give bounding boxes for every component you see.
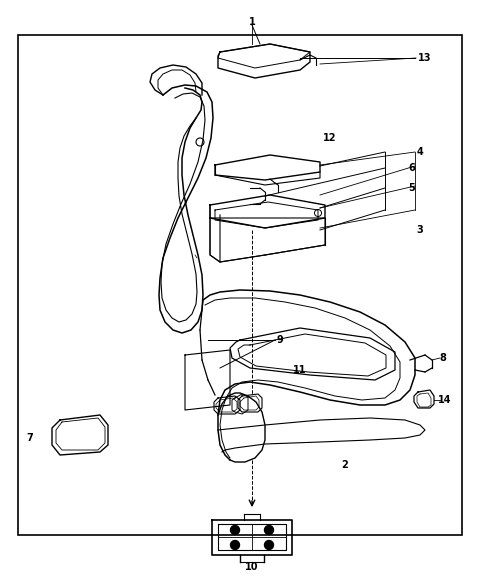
Text: 8: 8 [440,353,446,363]
Circle shape [264,526,274,534]
Text: 11: 11 [293,365,307,375]
Text: 7: 7 [26,433,34,443]
Bar [18,35,462,535]
Circle shape [230,541,240,549]
Text: 3: 3 [417,225,423,235]
Text: 1: 1 [249,17,255,27]
Text: 6: 6 [408,163,415,173]
Text: 2: 2 [342,460,348,470]
Text: 9: 9 [276,335,283,345]
Text: 10: 10 [245,562,259,572]
Text: 5: 5 [408,183,415,193]
Text: 13: 13 [418,53,432,63]
Text: 14: 14 [438,395,452,405]
Circle shape [230,526,240,534]
Circle shape [264,541,274,549]
Text: 12: 12 [323,133,337,143]
Text: 4: 4 [417,147,423,157]
